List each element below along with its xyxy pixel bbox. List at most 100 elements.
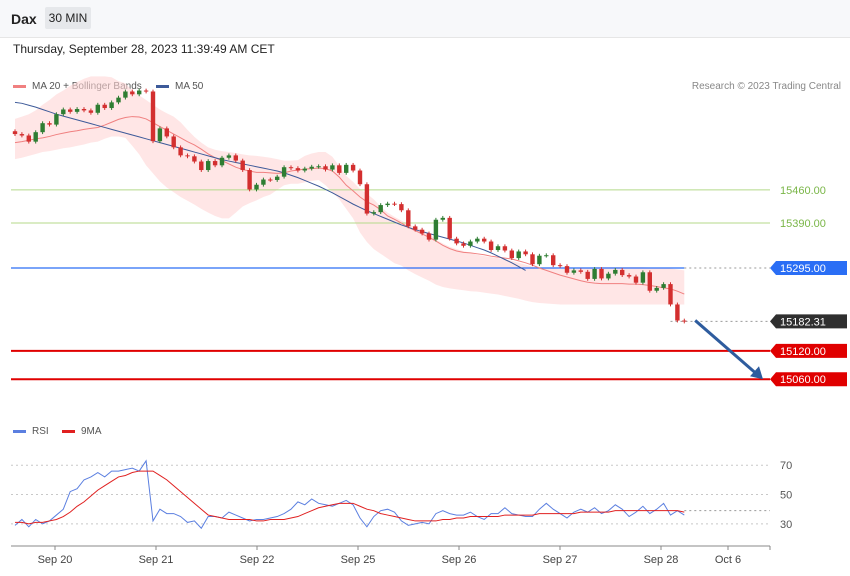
candle: [164, 128, 169, 137]
candle: [371, 212, 376, 214]
ma9-swatch: [62, 429, 75, 433]
level-label-1: 15390.00: [780, 218, 826, 230]
candle: [557, 265, 563, 267]
x-tick-label-2: Sep 22: [240, 554, 275, 566]
x-tick-label-1: Sep 21: [139, 554, 174, 566]
candle: [109, 102, 114, 109]
x-tick-label-6: Sep 28: [644, 554, 679, 566]
candle: [178, 147, 183, 156]
candle: [578, 270, 583, 272]
candle: [247, 170, 252, 190]
candle: [143, 90, 149, 92]
candle: [399, 204, 404, 211]
candle: [12, 131, 18, 135]
candle: [440, 217, 445, 220]
x-tick-label-4: Sep 26: [442, 554, 477, 566]
candle: [199, 161, 204, 171]
candle: [157, 128, 163, 142]
ma50-line: [14, 101, 526, 271]
candle: [633, 276, 639, 283]
candle: [281, 167, 287, 177]
candle: [413, 226, 418, 230]
candle: [95, 104, 100, 113]
level-tag-5: [770, 372, 847, 387]
candle: [240, 160, 245, 171]
candle: [482, 238, 487, 242]
candle: [261, 179, 266, 185]
candle: [295, 168, 301, 171]
candle: [454, 238, 459, 244]
candle: [564, 266, 570, 273]
candle: [668, 284, 673, 305]
candle: [275, 176, 280, 180]
candle: [288, 167, 294, 169]
forecast-arrow: [694, 319, 758, 376]
candle: [357, 170, 363, 185]
candle: [585, 271, 590, 279]
candle: [426, 233, 432, 240]
candle: [130, 91, 135, 95]
level-tag-3: [770, 314, 847, 329]
candle: [502, 246, 508, 251]
rsi-swatch: [13, 429, 26, 433]
candle: [226, 155, 232, 158]
candle: [185, 155, 190, 157]
candle: [81, 108, 87, 111]
candle: [392, 203, 397, 205]
timeframe-button[interactable]: 30 MIN: [45, 7, 91, 29]
legend-ma50: MA 50: [156, 81, 203, 92]
credit: Research © 2023 Trading Central: [691, 81, 841, 92]
candle: [530, 254, 535, 265]
candle: [488, 241, 494, 251]
candle: [640, 272, 646, 283]
candle: [647, 272, 652, 291]
legend-9ma-label: 9MA: [81, 426, 102, 437]
candle: [123, 91, 128, 98]
rsi-line: [14, 459, 685, 530]
rsi-9ma-line: [15, 470, 685, 525]
candle: [233, 155, 238, 161]
candle: [47, 123, 52, 125]
top-bar: Dax 30 MIN: [0, 0, 850, 38]
candle: [433, 219, 439, 240]
level-label-5: 15060.00: [780, 374, 826, 386]
x-tick-label-7: Oct 6: [715, 554, 741, 566]
candle: [406, 210, 411, 227]
candle: [551, 255, 556, 266]
candle: [102, 104, 107, 109]
candle: [537, 255, 542, 265]
candle: [523, 251, 528, 255]
candle: [171, 136, 176, 148]
candle: [323, 166, 328, 170]
candle: [54, 114, 59, 125]
candle: [475, 238, 480, 242]
candle: [337, 165, 342, 173]
candle: [592, 268, 597, 279]
ma20-swatch: [13, 84, 26, 88]
legend-rsi: RSI: [13, 426, 49, 437]
candle: [33, 132, 38, 142]
candle: [40, 123, 45, 133]
legend-rsi-label: RSI: [32, 426, 49, 437]
legend-9ma: 9MA: [62, 426, 102, 437]
candle: [74, 108, 80, 112]
candle: [599, 268, 604, 279]
level-label-3: 15182.31: [780, 316, 826, 328]
candle: [378, 205, 383, 213]
candle: [26, 135, 31, 142]
rsi-tick-0: 70: [780, 460, 792, 472]
candle: [192, 156, 197, 162]
candle: [350, 164, 356, 171]
candle: [254, 184, 259, 190]
candle: [626, 275, 632, 277]
candle: [316, 166, 321, 168]
candle: [544, 255, 549, 257]
candle: [150, 91, 156, 142]
candle: [330, 165, 335, 170]
candle: [461, 243, 466, 246]
candle: [516, 251, 521, 259]
candle: [116, 97, 121, 103]
symbol-title: Dax: [11, 11, 37, 27]
candle: [419, 229, 425, 234]
candle: [682, 320, 687, 322]
